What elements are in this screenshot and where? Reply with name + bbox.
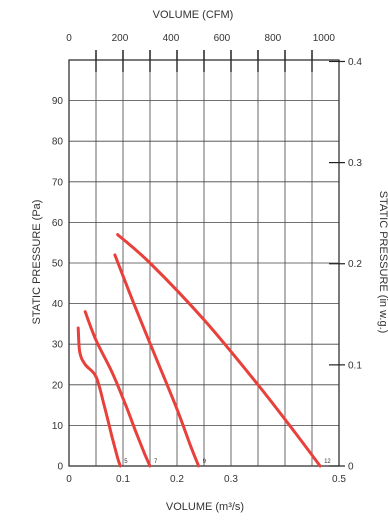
top-tick-label: 1000 — [313, 33, 336, 44]
left-tick-label: 70 — [52, 177, 64, 188]
left-tick-label: 40 — [52, 299, 64, 310]
series-5-label: 5 — [124, 459, 128, 465]
left-tick-label: 0 — [57, 462, 63, 473]
bottom-tick-label: 0.1 — [116, 474, 130, 485]
series-labels: 5 7 9 12 — [124, 459, 331, 465]
left-axis-ticks: 0 10 20 30 40 50 60 70 80 90 — [52, 96, 64, 472]
bottom-tick-label: 0 — [66, 474, 72, 485]
left-tick-label: 30 — [52, 340, 64, 351]
right-tick-label: 0.4 — [348, 57, 362, 68]
bottom-tick-label: 0.2 — [170, 474, 184, 485]
series-12-curve — [116, 233, 322, 468]
right-tick-label: 0.1 — [348, 360, 362, 371]
right-axis-ticks: 0 0.1 0.2 0.3 0.4 — [329, 57, 362, 473]
bottom-axis-title: VOLUME (m³/s) — [166, 501, 244, 513]
right-tick-label: 0.3 — [348, 158, 362, 169]
left-axis-title: STATIC PRESSURE (Pa) — [31, 200, 43, 325]
series-7-curve — [83, 310, 152, 468]
left-tick-label: 90 — [52, 96, 64, 107]
series-9-label: 9 — [203, 459, 207, 465]
top-tick-label: 400 — [163, 33, 180, 44]
series-5-curve — [76, 326, 122, 468]
right-tick-label: 0.2 — [348, 259, 362, 270]
grid — [68, 59, 340, 467]
series-12-label: 12 — [324, 459, 331, 465]
series-7-label: 7 — [154, 459, 158, 465]
top-tick-label: 200 — [112, 33, 129, 44]
top-axis-ticks: 0 200 400 600 800 1000 — [66, 33, 335, 72]
bottom-axis-ticks: 0 0.1 0.2 0.3 0.5 — [66, 474, 346, 485]
left-tick-label: 50 — [52, 259, 64, 270]
bottom-tick-label: 0.3 — [224, 474, 238, 485]
right-tick-label: 0 — [348, 462, 354, 473]
top-axis-title: VOLUME (CFM) — [153, 9, 234, 21]
series-9-curve — [113, 253, 201, 468]
left-tick-label: 20 — [52, 380, 64, 391]
left-tick-label: 80 — [52, 137, 64, 148]
right-axis-title: STATIC PRESSURE (in w.g.) — [377, 191, 388, 334]
left-tick-label: 10 — [52, 421, 64, 432]
top-tick-label: 0 — [66, 33, 72, 44]
top-tick-label: 800 — [265, 33, 282, 44]
left-tick-label: 60 — [52, 218, 64, 229]
top-tick-label: 600 — [214, 33, 231, 44]
bottom-tick-label: 0.5 — [332, 474, 346, 485]
series-group — [76, 233, 322, 468]
